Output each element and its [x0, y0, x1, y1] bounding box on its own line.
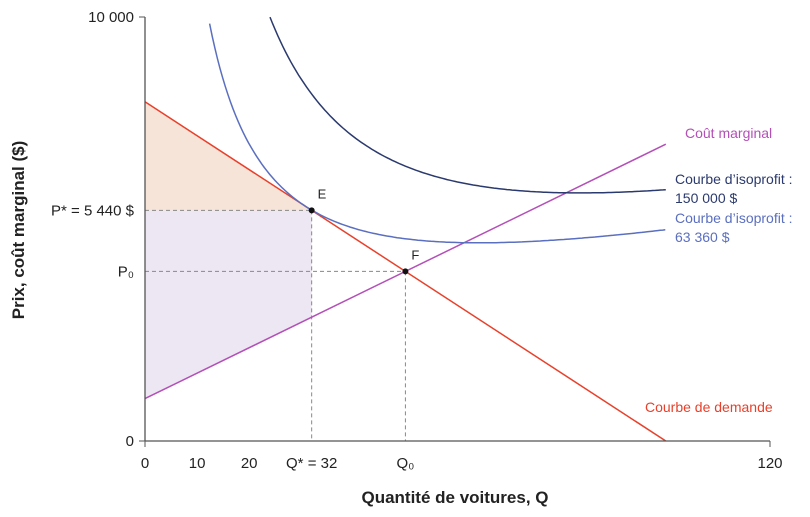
y-tick-label-2: P* = 5 440 $: [51, 202, 135, 219]
x-tick-label-1: 10: [189, 455, 206, 472]
point-E: [308, 207, 315, 214]
shaded-region-1: [145, 210, 312, 399]
y-tick-label-0: 0: [126, 433, 134, 450]
y-tick-label-3: 10 000: [88, 9, 134, 26]
label-iso150-line1: Courbe d’isoprofit :: [675, 171, 793, 187]
label-demand: Courbe de demande: [645, 399, 773, 415]
point-F: [402, 268, 409, 275]
point-label-F: F: [411, 247, 419, 262]
label-iso63-line2: 63 360 $: [675, 229, 730, 245]
x-axis-title: Quantité de voitures, Q: [361, 488, 548, 507]
series-line-2: [269, 16, 666, 194]
label-iso63-line1: Courbe d’isoprofit :: [675, 210, 793, 226]
label-mc: Coût marginal: [685, 125, 772, 141]
y-axis-title: Prix, coût marginal ($): [9, 141, 28, 320]
x-tick-label-0: 0: [141, 455, 149, 472]
series-line-3: [208, 23, 666, 244]
x-tick-label-4: Q₀: [396, 455, 414, 472]
x-tick-label-5: 120: [757, 455, 782, 472]
label-iso150-line2: 150 000 $: [675, 190, 737, 206]
point-label-E: E: [318, 186, 327, 201]
x-tick-label-2: 20: [241, 455, 258, 472]
x-tick-label-3: Q* = 32: [286, 455, 337, 472]
y-tick-label-1: P₀: [118, 263, 134, 280]
